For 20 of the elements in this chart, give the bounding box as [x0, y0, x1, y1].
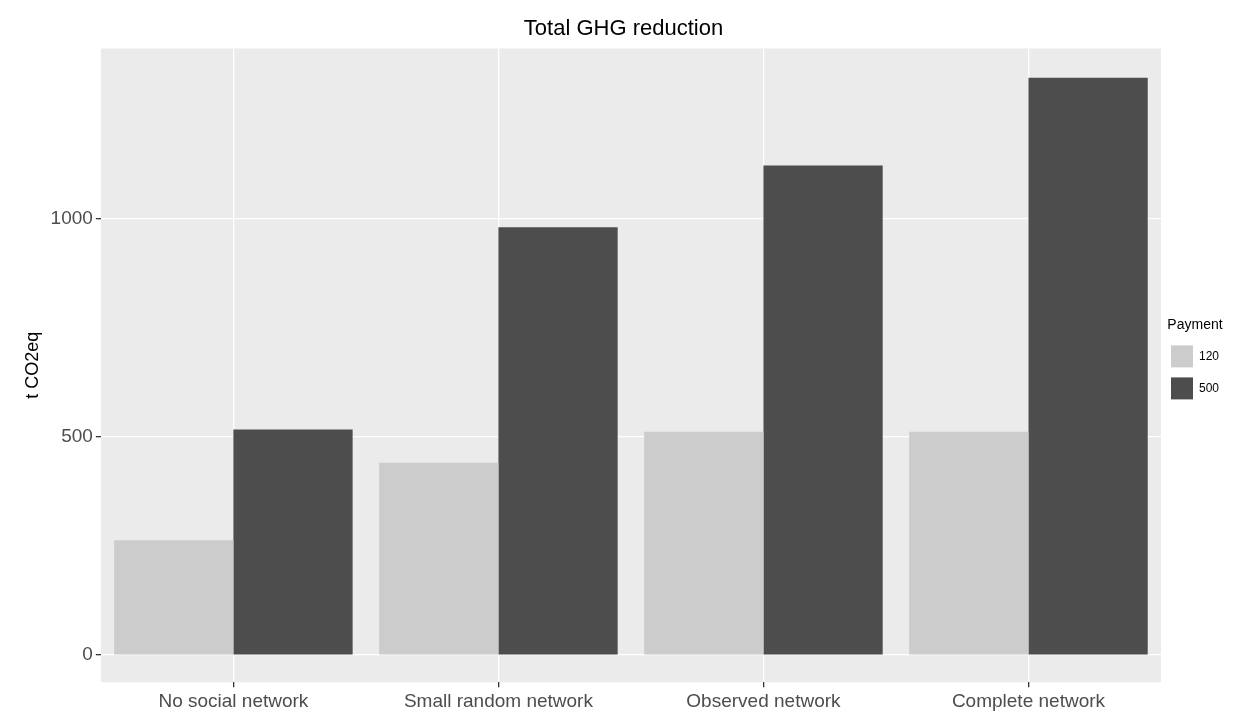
bar — [498, 227, 618, 655]
bar — [1028, 77, 1148, 655]
x-tick-label: Observed network — [686, 689, 842, 711]
bar — [379, 462, 499, 655]
x-tick-label: No social network — [158, 689, 309, 711]
bar — [233, 429, 353, 655]
legend-label: 120 — [1198, 348, 1220, 363]
chart-title: Total GHG reduction — [523, 15, 724, 41]
x-tick-label: Complete network — [951, 689, 1106, 711]
y-tick-label: 1000 — [50, 206, 93, 228]
x-tick-label: Small random network — [403, 689, 594, 711]
bar — [644, 431, 764, 655]
y-axis-title: t CO2eq — [21, 331, 42, 399]
legend-title: Payment — [1167, 316, 1223, 333]
y-tick-label: 0 — [82, 643, 93, 665]
y-tick-label: 500 — [61, 425, 93, 447]
bar — [763, 165, 883, 655]
bar — [909, 431, 1029, 655]
legend-label: 500 — [1198, 380, 1220, 395]
bar — [114, 540, 234, 655]
